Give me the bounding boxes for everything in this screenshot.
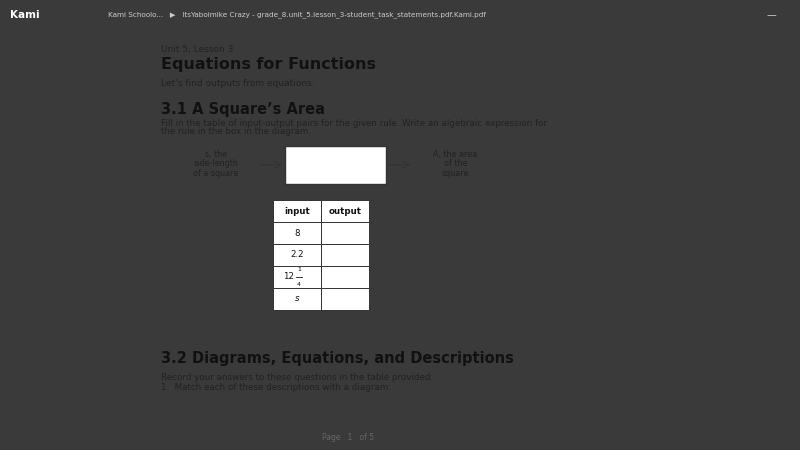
Bar — [273, 200, 321, 222]
Text: the rule in the box in the diagram.: the rule in the box in the diagram. — [162, 127, 311, 136]
Text: Page   1   of 5: Page 1 of 5 — [322, 433, 374, 442]
Text: side-length: side-length — [194, 159, 238, 168]
Text: 3.1 A Square’s Area: 3.1 A Square’s Area — [162, 102, 326, 117]
Text: Kami Schoolo...   ▶   ItsYaboimike Crazy - grade_8.unit_5.lesson_3-student_task_: Kami Schoolo... ▶ ItsYaboimike Crazy - g… — [108, 11, 486, 18]
Text: Let’s find outputs from equations.: Let’s find outputs from equations. — [162, 79, 315, 88]
Bar — [321, 244, 370, 266]
Bar — [273, 266, 321, 288]
Text: input: input — [284, 207, 310, 216]
Bar — [273, 244, 321, 266]
Text: s: s — [294, 294, 299, 303]
Text: 12: 12 — [282, 272, 294, 281]
Bar — [273, 288, 321, 310]
Bar — [321, 222, 370, 244]
Bar — [286, 146, 386, 184]
Text: A, the area: A, the area — [434, 150, 478, 159]
Text: 1.  Match each of these descriptions with a diagram:: 1. Match each of these descriptions with… — [162, 383, 392, 392]
Text: Record your answers to these questions in the table provided:: Record your answers to these questions i… — [162, 373, 434, 382]
Text: output: output — [329, 207, 362, 216]
Text: s, the: s, the — [205, 150, 227, 159]
Text: square: square — [442, 169, 470, 178]
Text: 1: 1 — [297, 267, 301, 272]
Text: Fill in the table of input-output pairs for the given rule. Write an algebraic e: Fill in the table of input-output pairs … — [162, 119, 548, 128]
Bar — [273, 222, 321, 244]
Text: 3.2 Diagrams, Equations, and Descriptions: 3.2 Diagrams, Equations, and Description… — [162, 351, 514, 366]
Text: of the: of the — [444, 159, 467, 168]
Text: Equations for Functions: Equations for Functions — [162, 57, 377, 72]
Bar — [321, 288, 370, 310]
Text: —: — — [766, 10, 776, 20]
Bar — [321, 266, 370, 288]
Text: 2.2: 2.2 — [290, 251, 304, 260]
Text: 4: 4 — [297, 282, 301, 287]
Text: Unit 5, Lesson 3: Unit 5, Lesson 3 — [162, 45, 234, 54]
Bar — [321, 200, 370, 222]
Text: 8: 8 — [294, 229, 300, 238]
Text: of a square: of a square — [194, 169, 238, 178]
Text: Kami: Kami — [10, 10, 40, 20]
